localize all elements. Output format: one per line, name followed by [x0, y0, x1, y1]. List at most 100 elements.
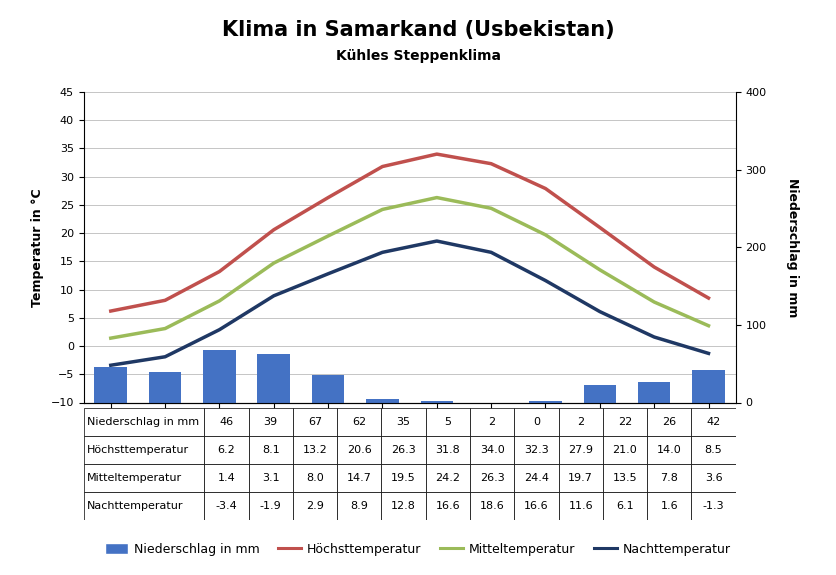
- Y-axis label: Niederschlag in mm: Niederschlag in mm: [786, 178, 799, 317]
- Bar: [558, 436, 603, 465]
- Bar: [529, 401, 562, 402]
- Bar: [84, 465, 204, 492]
- Text: Niederschlag in mm: Niederschlag in mm: [87, 417, 199, 427]
- Bar: [381, 436, 426, 465]
- Bar: [647, 492, 691, 520]
- Text: 14.7: 14.7: [347, 473, 372, 484]
- Bar: [603, 465, 647, 492]
- Bar: [204, 436, 248, 465]
- Bar: [558, 492, 603, 520]
- Bar: [337, 465, 381, 492]
- Bar: [337, 408, 381, 436]
- Bar: [470, 465, 514, 492]
- Text: 1.6: 1.6: [660, 501, 678, 511]
- Bar: [558, 465, 603, 492]
- Text: 24.2: 24.2: [436, 473, 461, 484]
- Text: 3.1: 3.1: [262, 473, 279, 484]
- Bar: [203, 351, 236, 402]
- Bar: [692, 370, 725, 402]
- Bar: [603, 492, 647, 520]
- Text: Nachttemperatur: Nachttemperatur: [87, 501, 183, 511]
- Text: 13.2: 13.2: [303, 445, 328, 455]
- Text: 26: 26: [662, 417, 676, 427]
- Bar: [514, 436, 558, 465]
- Bar: [381, 465, 426, 492]
- Bar: [426, 436, 470, 465]
- Text: 2: 2: [488, 417, 496, 427]
- Text: 31.8: 31.8: [436, 445, 460, 455]
- Text: 21.0: 21.0: [613, 445, 637, 455]
- Bar: [514, 465, 558, 492]
- Text: 6.2: 6.2: [217, 445, 235, 455]
- Bar: [94, 367, 127, 402]
- Text: 16.6: 16.6: [524, 501, 548, 511]
- Text: 16.6: 16.6: [436, 501, 460, 511]
- Bar: [470, 492, 514, 520]
- Bar: [470, 408, 514, 436]
- Bar: [426, 492, 470, 520]
- Text: 6.1: 6.1: [616, 501, 634, 511]
- Bar: [312, 375, 344, 402]
- Text: 35: 35: [396, 417, 410, 427]
- Text: 39: 39: [263, 417, 278, 427]
- Text: 8.1: 8.1: [262, 445, 279, 455]
- Bar: [248, 465, 293, 492]
- Text: Mitteltemperatur: Mitteltemperatur: [87, 473, 182, 484]
- Bar: [337, 436, 381, 465]
- Bar: [558, 408, 603, 436]
- Bar: [514, 408, 558, 436]
- Text: 3.6: 3.6: [705, 473, 722, 484]
- Bar: [293, 492, 337, 520]
- Bar: [248, 408, 293, 436]
- Bar: [584, 385, 616, 402]
- Text: 32.3: 32.3: [524, 445, 548, 455]
- Bar: [514, 492, 558, 520]
- Text: 8.9: 8.9: [350, 501, 368, 511]
- Text: 13.5: 13.5: [613, 473, 637, 484]
- Bar: [381, 408, 426, 436]
- Text: 24.4: 24.4: [524, 473, 549, 484]
- Bar: [337, 492, 381, 520]
- Legend: Niederschlag in mm, Höchsttemperatur, Mitteltemperatur, Nachttemperatur: Niederschlag in mm, Höchsttemperatur, Mi…: [100, 538, 736, 561]
- Bar: [248, 492, 293, 520]
- Bar: [426, 408, 470, 436]
- Text: Kühles Steppenklima: Kühles Steppenklima: [335, 49, 501, 63]
- Bar: [647, 465, 691, 492]
- Bar: [204, 492, 248, 520]
- Bar: [366, 398, 399, 402]
- Text: 26.3: 26.3: [480, 473, 504, 484]
- Text: 12.8: 12.8: [391, 501, 416, 511]
- Text: 67: 67: [308, 417, 322, 427]
- Text: 2: 2: [577, 417, 584, 427]
- Text: -3.4: -3.4: [216, 501, 237, 511]
- Text: 26.3: 26.3: [391, 445, 415, 455]
- Text: 46: 46: [219, 417, 233, 427]
- Text: Höchsttemperatur: Höchsttemperatur: [87, 445, 189, 455]
- Text: 19.7: 19.7: [568, 473, 593, 484]
- Y-axis label: Temperatur in °C: Temperatur in °C: [31, 188, 43, 306]
- Bar: [691, 436, 736, 465]
- Bar: [426, 465, 470, 492]
- Bar: [603, 408, 647, 436]
- Bar: [691, 492, 736, 520]
- Bar: [248, 436, 293, 465]
- Text: 42: 42: [706, 417, 721, 427]
- Bar: [691, 408, 736, 436]
- Text: Klima in Samarkand (Usbekistan): Klima in Samarkand (Usbekistan): [222, 20, 614, 40]
- Text: 8.5: 8.5: [705, 445, 722, 455]
- Text: 62: 62: [352, 417, 366, 427]
- Bar: [647, 436, 691, 465]
- Bar: [84, 436, 204, 465]
- Text: 20.6: 20.6: [347, 445, 372, 455]
- Bar: [293, 465, 337, 492]
- Bar: [647, 408, 691, 436]
- Bar: [638, 382, 670, 402]
- Bar: [84, 408, 204, 436]
- Bar: [381, 492, 426, 520]
- Bar: [603, 436, 647, 465]
- Text: 0: 0: [533, 417, 540, 427]
- Text: 7.8: 7.8: [660, 473, 678, 484]
- Bar: [257, 354, 290, 402]
- Text: 19.5: 19.5: [391, 473, 415, 484]
- Bar: [204, 408, 248, 436]
